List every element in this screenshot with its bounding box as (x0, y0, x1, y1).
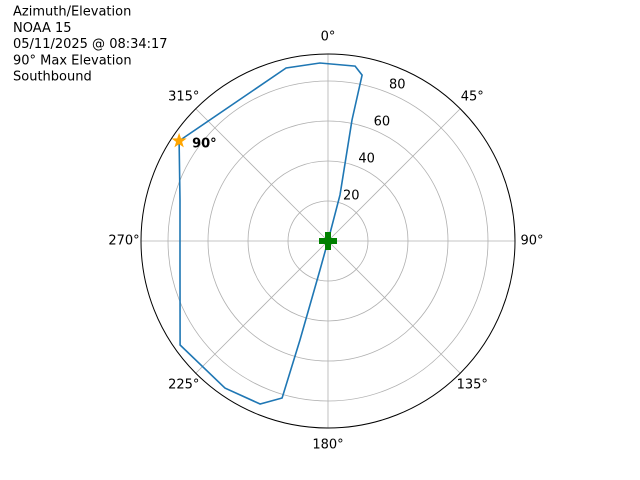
polar-frame (140, 53, 516, 429)
plus-marker (319, 232, 337, 250)
theta-tick-label: 0° (321, 30, 336, 45)
title-line: 90° Max Elevation (13, 53, 132, 68)
star-marker (171, 132, 187, 148)
grid-spoke (327, 108, 461, 242)
r-tick-label: 80 (389, 78, 406, 93)
grid-spoke (195, 240, 329, 374)
track-line (178, 62, 363, 405)
title-line: Southbound (13, 70, 92, 85)
theta-tick-label: 225° (168, 378, 199, 393)
theta-tick-label: 135° (457, 378, 488, 393)
title-line: NOAA 15 (13, 21, 72, 36)
title-line: Azimuth/Elevation (13, 5, 131, 20)
r-tick-label: 20 (343, 189, 360, 204)
theta-tick-label: 270° (108, 234, 139, 249)
theta-tick-label: 180° (312, 438, 343, 453)
grid-spoke (195, 108, 329, 242)
theta-tick-label: 315° (168, 89, 199, 104)
marker-label: 90° (192, 136, 217, 151)
r-tick-label: 40 (358, 152, 375, 167)
theta-tick-label: 90° (520, 234, 543, 249)
title-line: 05/11/2025 @ 08:34:17 (13, 37, 168, 52)
r-tick-label: 60 (374, 115, 391, 130)
theta-tick-label: 45° (461, 89, 484, 104)
grid-spoke (327, 240, 461, 374)
